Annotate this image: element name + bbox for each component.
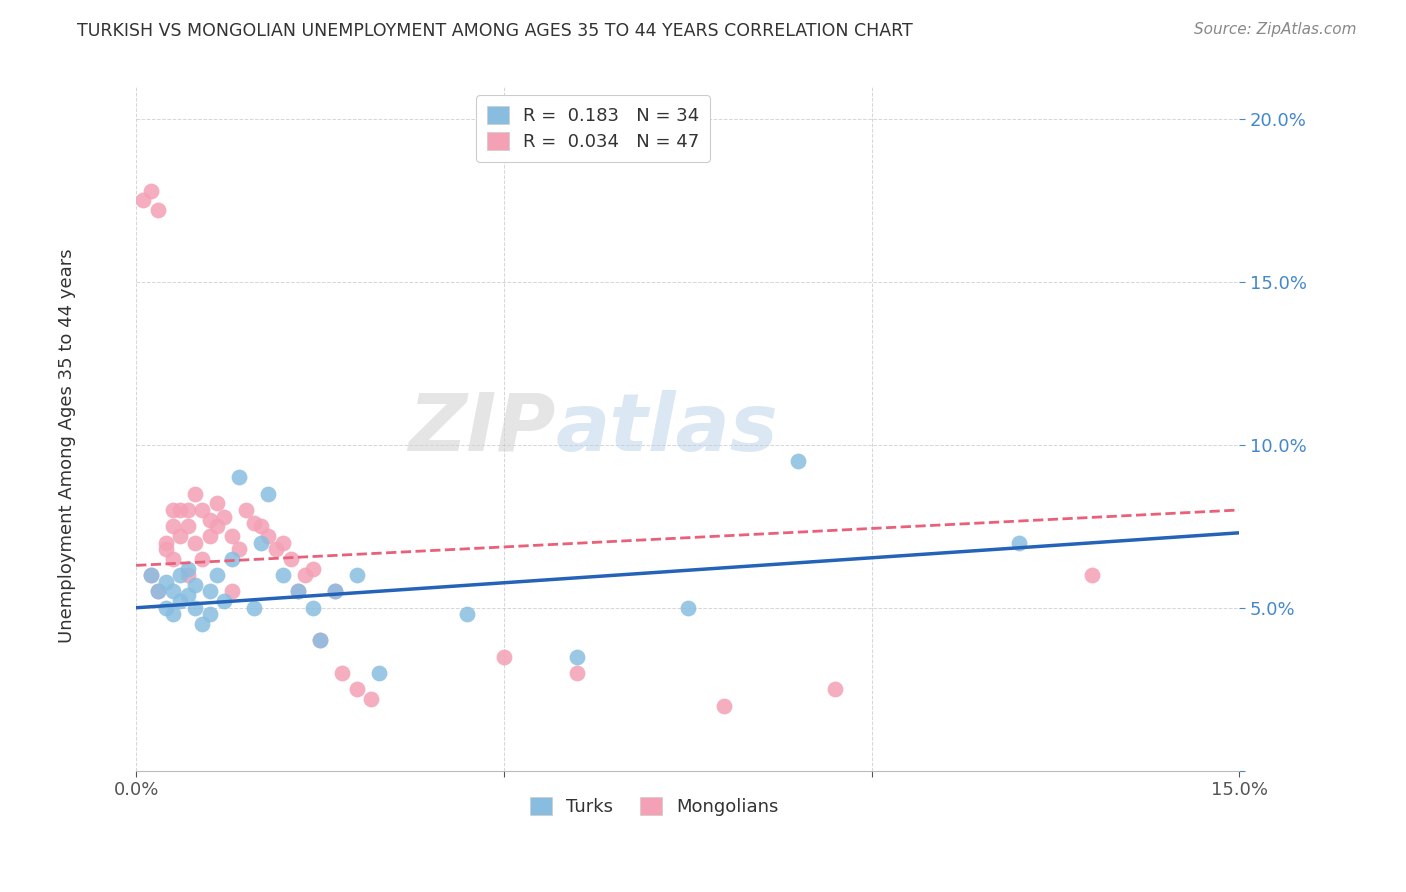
Point — [567, 649, 589, 664]
Point — [221, 529, 243, 543]
Point — [309, 633, 332, 648]
Point — [228, 542, 250, 557]
Point — [132, 194, 155, 208]
Point — [176, 503, 198, 517]
Point — [1081, 568, 1104, 582]
Point — [323, 584, 346, 599]
Text: ZIP: ZIP — [408, 390, 555, 467]
Point — [176, 588, 198, 602]
Point — [360, 692, 382, 706]
Point — [676, 600, 699, 615]
Point — [162, 519, 184, 533]
Point — [1007, 535, 1029, 549]
Point — [301, 562, 323, 576]
Point — [146, 584, 169, 599]
Point — [146, 584, 169, 599]
Point — [250, 519, 273, 533]
Point — [205, 568, 228, 582]
Point — [456, 607, 478, 622]
Point — [567, 665, 589, 680]
Point — [169, 529, 191, 543]
Point — [139, 568, 162, 582]
Point — [301, 600, 323, 615]
Point — [330, 665, 353, 680]
Point — [221, 552, 243, 566]
Point — [169, 568, 191, 582]
Point — [214, 594, 236, 608]
Point — [184, 600, 207, 615]
Point — [198, 584, 221, 599]
Point — [191, 552, 214, 566]
Point — [162, 584, 184, 599]
Point — [184, 535, 207, 549]
Point — [176, 562, 198, 576]
Point — [271, 535, 294, 549]
Point — [346, 568, 368, 582]
Point — [155, 535, 177, 549]
Point — [235, 503, 257, 517]
Point — [198, 513, 221, 527]
Point — [221, 584, 243, 599]
Point — [264, 542, 287, 557]
Point — [191, 617, 214, 632]
Point — [162, 552, 184, 566]
Point — [257, 529, 280, 543]
Point — [176, 519, 198, 533]
Point — [323, 584, 346, 599]
Text: Unemployment Among Ages 35 to 44 years: Unemployment Among Ages 35 to 44 years — [59, 249, 76, 643]
Point — [271, 568, 294, 582]
Point — [367, 665, 389, 680]
Point — [492, 649, 515, 664]
Point — [191, 503, 214, 517]
Point — [250, 535, 273, 549]
Point — [155, 542, 177, 557]
Point — [176, 568, 198, 582]
Point — [242, 600, 264, 615]
Text: atlas: atlas — [555, 390, 778, 467]
Point — [155, 574, 177, 589]
Point — [280, 552, 302, 566]
Point — [309, 633, 332, 648]
Point — [146, 203, 169, 218]
Point — [242, 516, 264, 530]
Point — [257, 486, 280, 500]
Text: TURKISH VS MONGOLIAN UNEMPLOYMENT AMONG AGES 35 TO 44 YEARS CORRELATION CHART: TURKISH VS MONGOLIAN UNEMPLOYMENT AMONG … — [77, 22, 912, 40]
Point — [787, 454, 810, 468]
Text: Source: ZipAtlas.com: Source: ZipAtlas.com — [1194, 22, 1357, 37]
Point — [287, 584, 309, 599]
Point — [169, 503, 191, 517]
Point — [713, 698, 735, 713]
Point — [139, 568, 162, 582]
Point — [184, 486, 207, 500]
Point — [346, 682, 368, 697]
Point — [184, 578, 207, 592]
Point — [228, 470, 250, 484]
Point — [294, 568, 316, 582]
Legend: Turks, Mongolians: Turks, Mongolians — [523, 790, 786, 823]
Point — [162, 503, 184, 517]
Point — [169, 594, 191, 608]
Point — [214, 509, 236, 524]
Point — [198, 607, 221, 622]
Point — [205, 496, 228, 510]
Point — [824, 682, 846, 697]
Point — [162, 607, 184, 622]
Point — [205, 519, 228, 533]
Point — [139, 184, 162, 198]
Point — [198, 529, 221, 543]
Point — [155, 600, 177, 615]
Point — [287, 584, 309, 599]
